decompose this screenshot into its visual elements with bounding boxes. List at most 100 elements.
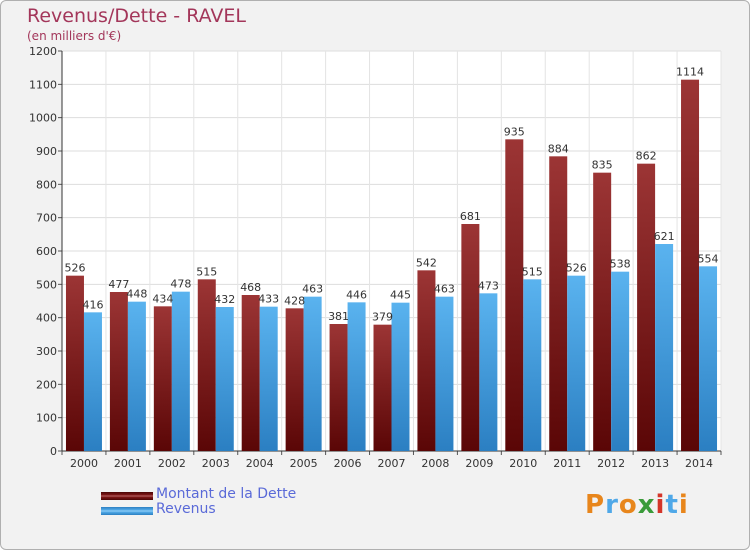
bar-revenus xyxy=(699,266,718,451)
data-label-debt: 835 xyxy=(592,159,613,172)
bar-revenus xyxy=(655,244,674,451)
x-tick-label: 2006 xyxy=(334,457,362,470)
data-label-revenus: 526 xyxy=(566,262,587,275)
bar-revenus xyxy=(83,312,102,451)
data-label-revenus: 463 xyxy=(434,283,455,296)
x-tick-label: 2003 xyxy=(202,457,230,470)
y-tick-label: 400 xyxy=(36,312,57,325)
data-label-revenus: 416 xyxy=(82,298,103,311)
logo-letter: P xyxy=(585,490,606,520)
data-label-revenus: 478 xyxy=(170,278,191,291)
logo-letter: t xyxy=(665,490,679,520)
logo-letter: o xyxy=(618,490,638,520)
bar-revenus xyxy=(479,293,498,451)
bar-debt xyxy=(241,295,260,451)
y-tick-label: 200 xyxy=(36,378,57,391)
y-tick-label: 100 xyxy=(36,412,57,425)
bar-debt xyxy=(593,172,612,451)
x-tick-label: 2007 xyxy=(378,457,406,470)
y-tick-label: 900 xyxy=(36,145,57,158)
data-label-debt: 681 xyxy=(460,210,481,223)
bar-debt xyxy=(329,324,348,451)
bar-debt xyxy=(373,324,392,451)
bar-debt xyxy=(197,279,216,451)
bar-debt xyxy=(153,306,172,451)
bar-debt xyxy=(549,156,568,452)
proxiti-logo: Proxiti xyxy=(585,490,689,520)
chart-subtitle: (en milliers d'€) xyxy=(27,29,122,43)
data-label-debt: 862 xyxy=(636,150,657,163)
bar-debt xyxy=(637,163,656,451)
y-tick-label: 300 xyxy=(36,345,57,358)
bar-debt xyxy=(109,292,128,451)
data-label-revenus: 463 xyxy=(302,283,323,296)
data-label-debt: 468 xyxy=(240,281,261,294)
bar-debt xyxy=(505,139,524,452)
axes: 0 100 200 300 400 500 600 700 800 900 1000 1100 1200… xyxy=(29,45,722,470)
data-label-debt: 526 xyxy=(64,262,85,275)
data-labels: 526 477 434 515 468 428 381 379 542 681 935 884 835 8… xyxy=(64,66,718,324)
bar-debt xyxy=(461,224,480,451)
x-tick-label: 2012 xyxy=(597,457,625,470)
x-tick-label: 2011 xyxy=(553,457,581,470)
data-label-debt: 1114 xyxy=(676,66,704,79)
data-label-revenus: 445 xyxy=(390,289,411,302)
y-tick-label: 600 xyxy=(36,245,57,258)
x-tick-label: 2009 xyxy=(465,457,493,470)
data-label-revenus: 515 xyxy=(522,265,543,278)
data-label-revenus: 554 xyxy=(698,252,719,265)
y-tick-label: 500 xyxy=(36,278,57,291)
bar-revenus xyxy=(259,306,278,451)
data-label-debt: 381 xyxy=(328,310,349,323)
x-tick-label: 2013 xyxy=(641,457,669,470)
bar-debt xyxy=(285,308,304,451)
bars xyxy=(65,79,718,452)
bar-debt xyxy=(681,79,700,452)
data-label-revenus: 473 xyxy=(478,279,499,292)
y-tick-label: 800 xyxy=(36,178,57,191)
y-tick-label: 1200 xyxy=(29,45,57,58)
bar-revenus xyxy=(435,296,454,451)
data-label-debt: 515 xyxy=(196,265,217,278)
legend-swatch-revenus xyxy=(101,507,153,515)
chart-title: Revenus/Dette - RAVEL xyxy=(27,5,247,27)
logo-letter: r xyxy=(605,490,619,520)
data-label-debt: 434 xyxy=(152,292,173,305)
data-label-revenus: 448 xyxy=(126,288,147,301)
data-label-revenus: 433 xyxy=(258,293,279,306)
logo-letter: i xyxy=(678,490,689,520)
bar-revenus xyxy=(303,296,322,451)
y-tick-label: 700 xyxy=(36,212,57,225)
bar-revenus xyxy=(391,302,410,451)
legend-label-revenus: Revenus xyxy=(156,501,216,517)
data-label-revenus: 446 xyxy=(346,288,367,301)
bar-debt xyxy=(417,270,436,451)
x-tick-label: 2000 xyxy=(70,457,98,470)
bar-revenus xyxy=(171,291,190,451)
bar-debt xyxy=(65,275,84,451)
data-label-debt: 935 xyxy=(504,125,525,138)
data-label-revenus: 621 xyxy=(654,230,675,243)
bar-revenus xyxy=(567,275,586,451)
legend-label-debt: Montant de la Dette xyxy=(156,486,297,502)
x-tick-label: 2002 xyxy=(158,457,186,470)
data-label-debt: 379 xyxy=(372,311,393,324)
logo-letter: i xyxy=(655,490,666,520)
x-tick-label: 2005 xyxy=(290,457,318,470)
x-tick-label: 2004 xyxy=(246,457,274,470)
data-label-debt: 477 xyxy=(108,278,129,291)
x-tick-label: 2001 xyxy=(114,457,142,470)
data-label-debt: 428 xyxy=(284,294,305,307)
bar-revenus xyxy=(215,307,234,451)
bar-revenus xyxy=(523,279,542,451)
legend-swatch-debt xyxy=(101,492,153,500)
bar-revenus xyxy=(127,301,146,451)
x-tick-label: 2008 xyxy=(421,457,449,470)
data-label-revenus: 432 xyxy=(214,293,235,306)
data-label-revenus: 538 xyxy=(610,258,631,271)
y-tick-label: 1000 xyxy=(29,112,57,125)
y-tick-label: 0 xyxy=(50,445,57,458)
data-label-debt: 542 xyxy=(416,256,437,269)
